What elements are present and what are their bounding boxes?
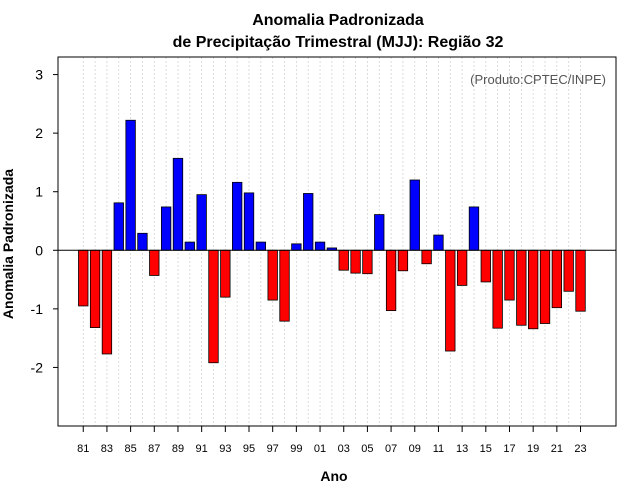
bar-21 bbox=[551, 249, 562, 309]
x-tick-label: 05 bbox=[361, 443, 373, 455]
chart-title-line-2: de Precipitação Trimestral (MJJ): Região… bbox=[173, 34, 504, 51]
bar-01 bbox=[314, 241, 326, 251]
bar-88 bbox=[160, 206, 172, 251]
bar-87 bbox=[149, 249, 160, 276]
bar-09 bbox=[409, 179, 420, 251]
bar-91 bbox=[196, 194, 207, 251]
bar-10 bbox=[421, 249, 432, 265]
bars bbox=[78, 119, 586, 364]
x-tick-label: 19 bbox=[527, 443, 539, 455]
x-tick-label: 93 bbox=[219, 443, 231, 455]
bar-96 bbox=[255, 241, 267, 251]
bar-19 bbox=[528, 249, 539, 330]
plot-frame bbox=[57, 56, 617, 427]
bar-16 bbox=[492, 249, 503, 329]
bar-04 bbox=[350, 249, 361, 274]
x-tick-label: 85 bbox=[124, 443, 136, 455]
y-tick-label: 2 bbox=[35, 125, 43, 141]
x-tick-label: 97 bbox=[267, 443, 279, 455]
x-tick-label: 91 bbox=[196, 443, 208, 455]
x-tick-label: 13 bbox=[456, 443, 468, 455]
y-tick-label: -1 bbox=[31, 301, 44, 317]
bar-23 bbox=[575, 249, 586, 312]
x-tick-label: 09 bbox=[409, 443, 421, 455]
bar-83 bbox=[101, 249, 113, 355]
bar-85 bbox=[125, 119, 136, 251]
bar-08 bbox=[397, 249, 409, 272]
bar-06 bbox=[374, 214, 385, 251]
bar-97 bbox=[267, 249, 278, 301]
bar-07 bbox=[385, 249, 397, 312]
bar-14 bbox=[468, 206, 480, 251]
bar-99 bbox=[291, 243, 302, 251]
x-tick-label: 21 bbox=[551, 443, 563, 455]
grid-lines bbox=[82, 57, 581, 426]
bar-90 bbox=[184, 241, 195, 251]
x-tick-label: 83 bbox=[101, 443, 113, 455]
credit-text: (Produto:CPTEC/INPE) bbox=[470, 72, 606, 87]
y-tick-label: -2 bbox=[31, 359, 44, 375]
bar-20 bbox=[539, 249, 551, 324]
bar-15 bbox=[480, 249, 491, 283]
bar-95 bbox=[243, 192, 255, 251]
bar-98 bbox=[279, 249, 290, 322]
y-axis-ticks: -2 -1 0 1 2 3 bbox=[31, 67, 58, 375]
bar-86 bbox=[137, 232, 148, 251]
x-axis-ticks: 81 83 85 87 89 91 93 95 97 99 01 03 05 07 09 11 13 15 17 19… bbox=[77, 426, 587, 455]
bar-05 bbox=[362, 249, 373, 275]
y-axis-label: Anomalia Padronizada bbox=[0, 169, 16, 319]
bar-93 bbox=[220, 249, 231, 298]
x-tick-label: 07 bbox=[385, 443, 397, 455]
x-tick-label: 17 bbox=[503, 443, 515, 455]
x-tick-label: 15 bbox=[480, 443, 492, 455]
bar-94 bbox=[232, 181, 243, 251]
bar-84 bbox=[113, 202, 124, 251]
bar-81 bbox=[78, 249, 89, 307]
chart-title-line-1: Anomalia Padronizada bbox=[252, 12, 424, 29]
bar-18 bbox=[516, 249, 527, 326]
bar-17 bbox=[504, 249, 515, 301]
bar-13 bbox=[456, 249, 468, 286]
bar-12 bbox=[445, 249, 456, 352]
bar-92 bbox=[208, 249, 219, 364]
bar-11 bbox=[433, 234, 444, 251]
x-tick-label: 23 bbox=[574, 443, 586, 455]
x-axis-label: Ano bbox=[320, 468, 347, 484]
x-tick-label: 01 bbox=[314, 443, 326, 455]
x-tick-label: 89 bbox=[172, 443, 184, 455]
bar-00 bbox=[303, 193, 314, 251]
y-tick-label: 1 bbox=[35, 184, 43, 200]
x-tick-label: 95 bbox=[243, 443, 255, 455]
x-tick-label: 11 bbox=[433, 443, 444, 455]
x-tick-label: 81 bbox=[77, 443, 89, 455]
x-tick-label: 99 bbox=[290, 443, 302, 455]
bar-22 bbox=[563, 249, 574, 292]
y-tick-label: 3 bbox=[35, 67, 43, 83]
bar-03 bbox=[338, 249, 349, 271]
x-tick-label: 87 bbox=[148, 443, 160, 455]
bar-89 bbox=[172, 157, 184, 251]
y-tick-label: 0 bbox=[35, 242, 43, 258]
bar-82 bbox=[89, 249, 101, 329]
x-tick-label: 03 bbox=[338, 443, 350, 455]
